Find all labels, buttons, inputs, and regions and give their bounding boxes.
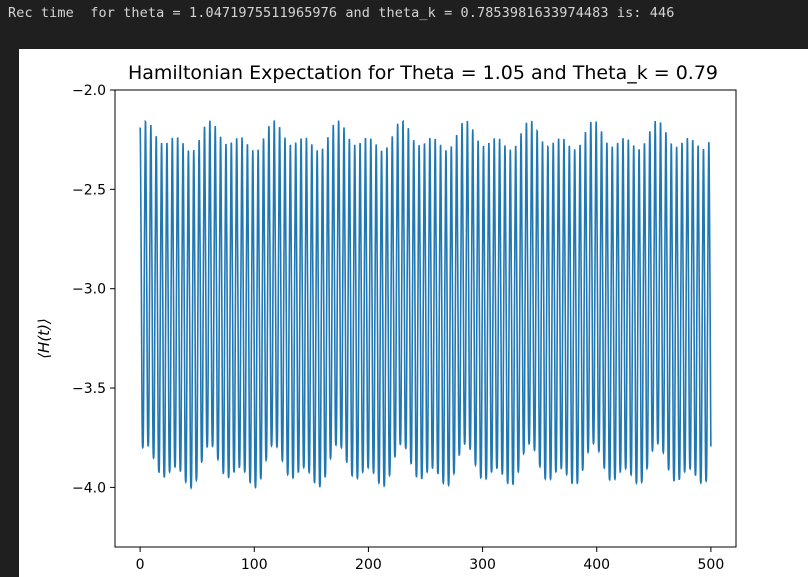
x-axis: 0 100 200 300 400 500	[136, 547, 725, 573]
y-axis-label: ⟨H(t)⟩	[35, 318, 53, 359]
y-tick-label: −2.5	[72, 182, 106, 198]
y-tick-label: −3.0	[72, 282, 106, 298]
x-tick-label: 0	[136, 557, 145, 573]
y-tick-label: −4.0	[72, 480, 106, 496]
x-tick-label: 500	[698, 557, 725, 573]
series-line	[139, 119, 712, 490]
plot-area	[114, 89, 737, 548]
plot-figure: Hamiltonian Expectation for Theta = 1.05…	[19, 49, 808, 577]
chart-title: Hamiltonian Expectation for Theta = 1.05…	[128, 62, 718, 84]
console-output-line: Rec time for theta = 1.0471975511965976 …	[8, 5, 675, 21]
axes-frame	[114, 89, 737, 548]
line-chart: Hamiltonian Expectation for Theta = 1.05…	[35, 62, 737, 573]
y-tick-label: −2.0	[72, 83, 106, 99]
x-tick-label: 300	[469, 557, 496, 573]
y-axis: −2.0 −2.5 −3.0 −3.5 −4.0	[72, 83, 115, 496]
x-tick-label: 400	[583, 557, 610, 573]
x-tick-label: 100	[241, 557, 268, 573]
y-tick-label: −3.5	[72, 381, 106, 397]
x-tick-label: 200	[355, 557, 382, 573]
